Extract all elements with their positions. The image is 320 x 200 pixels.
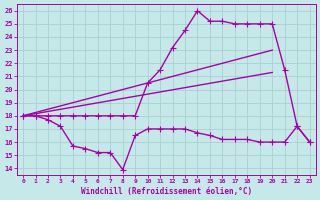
X-axis label: Windchill (Refroidissement éolien,°C): Windchill (Refroidissement éolien,°C) — [81, 187, 252, 196]
